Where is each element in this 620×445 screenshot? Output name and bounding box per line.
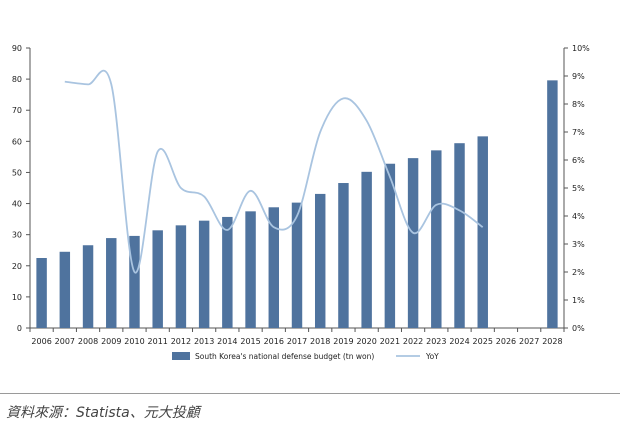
x-tick-label: 2018 <box>310 337 330 346</box>
left-tick-label: 80 <box>12 75 22 84</box>
right-tick-label: 8% <box>572 100 585 109</box>
right-tick-label: 5% <box>572 184 585 193</box>
x-tick-label: 2019 <box>333 337 353 346</box>
x-tick-label: 2013 <box>194 337 214 346</box>
x-tick-label: 2027 <box>519 337 539 346</box>
right-tick-label: 10% <box>572 44 590 53</box>
bar <box>384 163 396 328</box>
legend-label-bar: South Korea's national defense budget (t… <box>195 352 374 361</box>
x-tick-label: 2015 <box>240 337 260 346</box>
bar <box>198 220 210 328</box>
x-tick-label: 2022 <box>403 337 423 346</box>
bar <box>291 202 303 328</box>
x-tick-label: 2010 <box>124 337 144 346</box>
right-tick-label: 6% <box>572 156 585 165</box>
right-tick-label: 1% <box>572 296 585 305</box>
x-tick-label: 2025 <box>473 337 493 346</box>
x-tick-label: 2008 <box>78 337 98 346</box>
x-tick-label: 2016 <box>264 337 284 346</box>
left-tick-label: 40 <box>12 200 22 209</box>
right-tick-label: 9% <box>572 72 585 81</box>
bar <box>547 80 558 328</box>
x-tick-label: 2009 <box>101 337 121 346</box>
x-tick-label: 2006 <box>31 337 51 346</box>
bar <box>431 150 442 328</box>
bar <box>36 258 47 328</box>
bar <box>314 193 326 328</box>
left-tick-label: 0 <box>17 324 22 333</box>
bar <box>129 235 140 328</box>
left-tick-label: 60 <box>12 137 22 146</box>
legend-swatch-bar <box>172 352 190 360</box>
bar <box>152 230 163 328</box>
x-tick-label: 2007 <box>55 337 75 346</box>
bar <box>477 136 488 328</box>
x-tick-label: 2020 <box>356 337 376 346</box>
right-tick-label: 4% <box>572 212 585 221</box>
x-tick-label: 2024 <box>449 337 469 346</box>
x-tick-label: 2026 <box>496 337 516 346</box>
bar <box>361 171 372 328</box>
x-tick-label: 2028 <box>542 337 562 346</box>
x-tick-label: 2012 <box>171 337 191 346</box>
bar <box>175 225 187 328</box>
left-tick-label: 20 <box>12 262 22 271</box>
bar <box>268 207 280 328</box>
right-tick-label: 7% <box>572 128 585 137</box>
bar <box>82 245 94 328</box>
source-divider <box>0 393 620 394</box>
chart-area: 0 10 20 30 40 50 60 70 80 90 0% 1% 2% 3% 4% 5% 6% 7% 8% 9% 1… <box>12 44 590 361</box>
bar <box>59 251 71 328</box>
right-tick-label: 2% <box>572 268 585 277</box>
bar <box>222 216 233 328</box>
left-tick-label: 10 <box>12 293 22 302</box>
x-tick-label: 2021 <box>380 337 400 346</box>
x-tick-label: 2017 <box>287 337 307 346</box>
bar <box>245 211 256 328</box>
right-tick-label: 0% <box>572 324 585 333</box>
x-tick-label: 2023 <box>426 337 446 346</box>
bar <box>407 158 419 328</box>
bar <box>454 143 465 328</box>
source-note: 資料來源：Statista、元大投顧 <box>6 405 200 421</box>
yoy-line <box>64 69 484 274</box>
left-tick-label: 30 <box>12 231 22 240</box>
legend-label-line: YoY <box>425 352 439 361</box>
x-tick-label: 2014 <box>217 337 237 346</box>
left-tick-label: 50 <box>12 168 22 177</box>
left-tick-label: 90 <box>12 44 22 53</box>
right-tick-label: 3% <box>572 240 585 249</box>
x-tick-label: 2011 <box>148 337 168 346</box>
bar <box>338 183 349 328</box>
left-tick-label: 70 <box>12 106 22 115</box>
bar <box>106 238 117 328</box>
